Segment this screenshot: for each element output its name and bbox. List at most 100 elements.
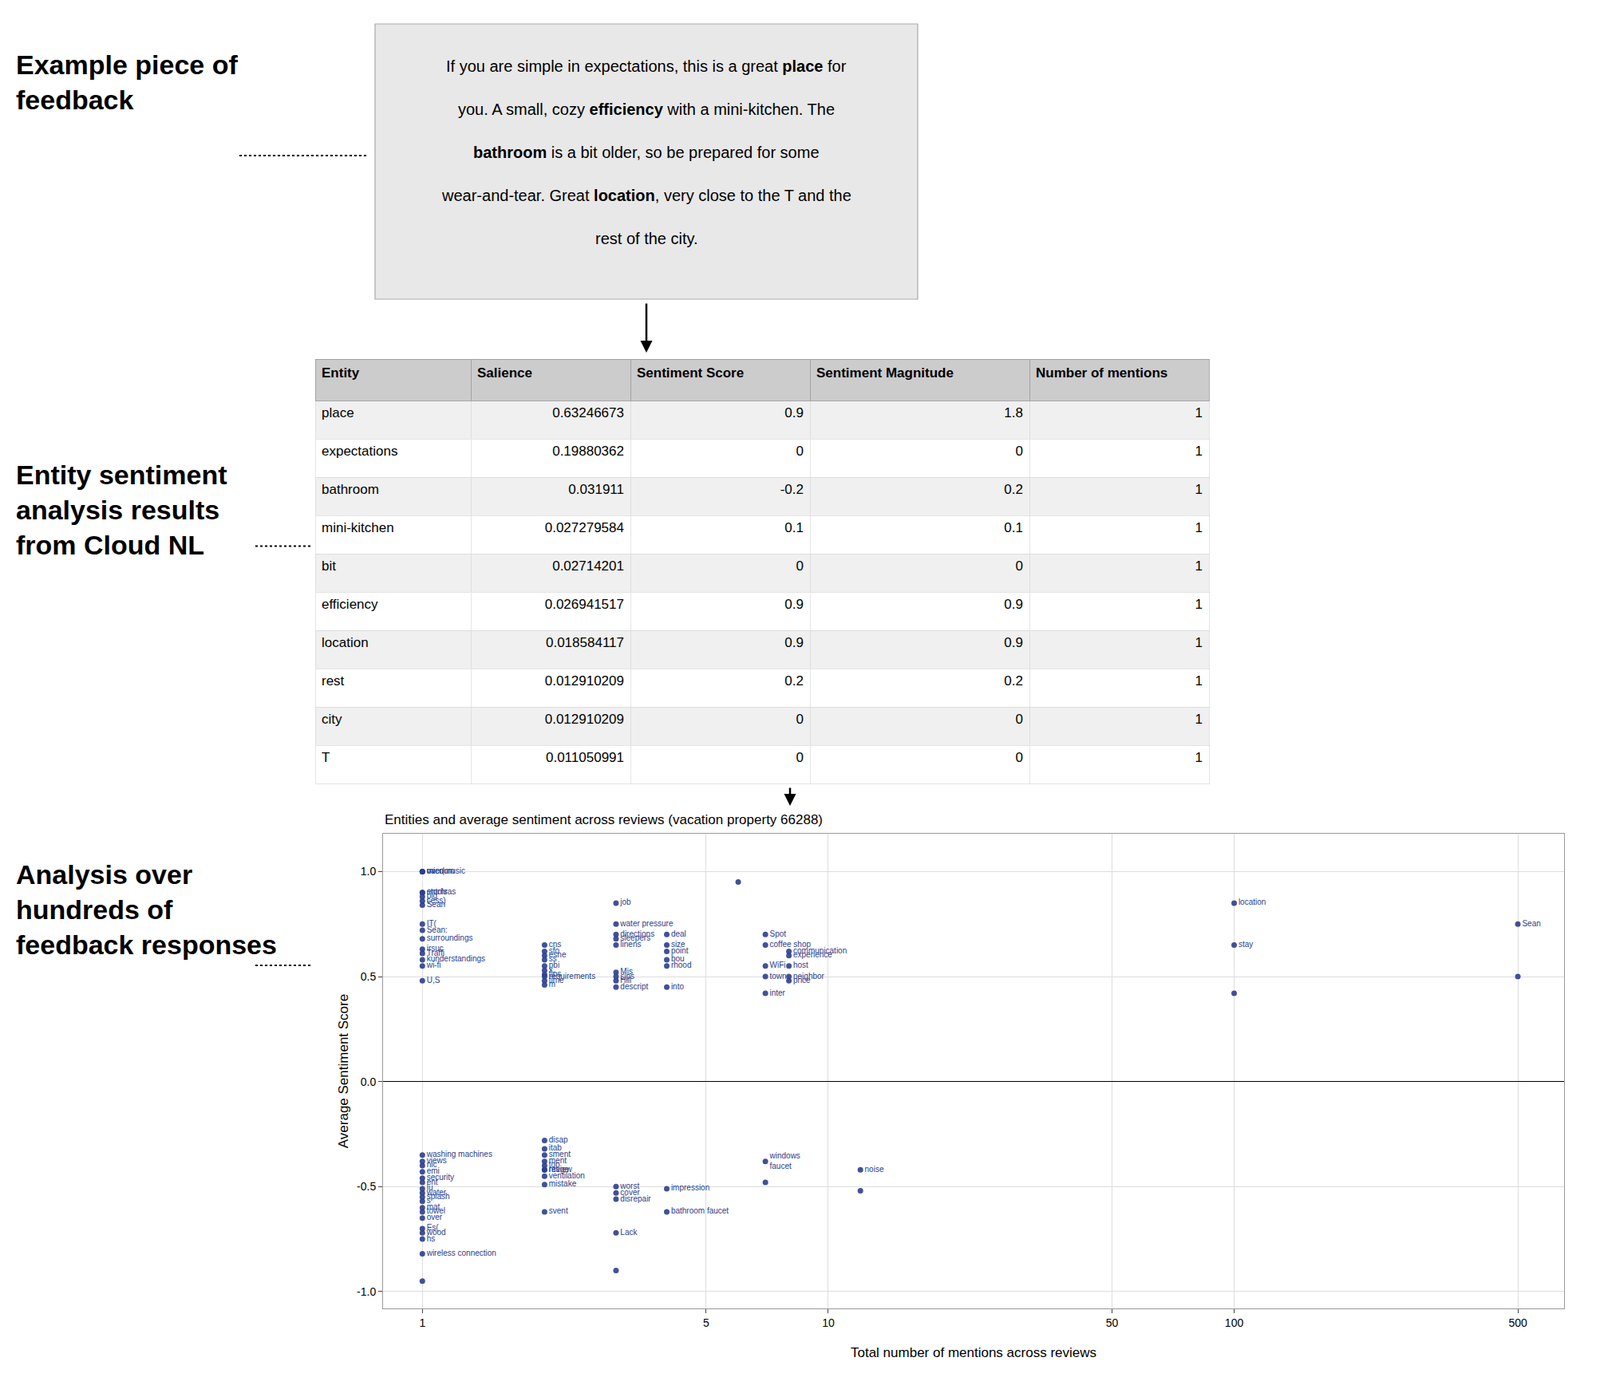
svg-text:U,S: U,S: [426, 975, 441, 985]
svg-text:bathroom faucet: bathroom faucet: [671, 1206, 729, 1216]
svg-text:disap: disap: [549, 1135, 569, 1145]
svg-text:m: m: [549, 979, 556, 989]
svg-text:entrhras: entrhras: [426, 887, 457, 897]
svg-text:0.1: 0.1: [1003, 520, 1024, 536]
svg-text:Entity sentimentanalysis resul: Entity sentimentanalysis resultsfrom Clo…: [15, 459, 227, 561]
svg-text:sment: sment: [549, 1149, 571, 1159]
svg-text:Sean: Sean: [1521, 919, 1541, 929]
svg-text:review: review: [549, 1165, 573, 1174]
svg-text:size: size: [671, 940, 686, 949]
svg-text:0.011050991: 0.011050991: [545, 750, 625, 766]
svg-text:0.9: 0.9: [784, 405, 804, 421]
svg-text:1: 1: [1195, 558, 1203, 574]
svg-text:1: 1: [1195, 481, 1203, 498]
svg-text:stools: stools: [426, 887, 448, 897]
svg-text:location: location: [321, 635, 369, 651]
svg-text:directions: directions: [620, 929, 655, 939]
svg-text:bathroom is a bit older, so be: bathroom is a bit older, so be prepared …: [473, 143, 820, 162]
svg-text:mat: mat: [426, 1202, 441, 1212]
svg-text:Lack: Lack: [620, 1228, 638, 1237]
svg-text:surroundings: surroundings: [426, 933, 474, 943]
svg-text:descript: descript: [620, 982, 648, 992]
svg-text:0.5: 0.5: [360, 970, 377, 984]
svg-text:0: 0: [1015, 750, 1024, 766]
svg-text:sips: sips: [620, 971, 635, 981]
svg-text:ntage: ntage: [549, 1165, 569, 1174]
svg-text:security: security: [426, 1173, 455, 1182]
svg-text:Spot: Spot: [770, 929, 787, 939]
svg-text:5: 5: [703, 1316, 710, 1330]
svg-text:views: views: [426, 1156, 447, 1166]
svg-text:place: place: [321, 405, 355, 421]
svg-text:0.9: 0.9: [784, 635, 804, 651]
svg-text:expectations: expectations: [321, 443, 398, 459]
svg-text:requirements: requirements: [549, 971, 596, 981]
svg-text:cess): cess): [426, 896, 447, 905]
svg-text:esne: esne: [549, 950, 567, 960]
svg-text:wood: wood: [426, 1228, 447, 1237]
svg-text:1: 1: [1195, 750, 1203, 766]
svg-text:0: 0: [1015, 711, 1024, 727]
svg-text:0.012910209: 0.012910209: [545, 711, 625, 727]
svg-text:you. A small, cozy efficiency: you. A small, cozy efficiency with a min…: [458, 100, 835, 119]
svg-text:bathroom: bathroom: [321, 481, 380, 498]
svg-text:Hill: Hill: [620, 975, 632, 985]
svg-text:towel: towel: [426, 1206, 446, 1216]
svg-text:1.8: 1.8: [1003, 405, 1024, 421]
svg-text:Sean: Sean: [426, 900, 446, 909]
svg-text:stay: stay: [1238, 940, 1253, 949]
svg-text:impression: impression: [671, 1183, 710, 1193]
svg-text:-1.0: -1.0: [356, 1285, 376, 1299]
svg-text:Analysis overhundreds offeedba: Analysis overhundreds offeedback respons…: [15, 859, 277, 960]
svg-text:Es(: Es(: [426, 1223, 440, 1233]
svg-text:kunderstandings: kunderstandings: [426, 954, 486, 964]
svg-text:micr(music: micr(music: [426, 866, 466, 876]
svg-text:ventilation: ventilation: [549, 1171, 585, 1181]
svg-text:Mis: Mis: [620, 967, 633, 976]
svg-text:1: 1: [1195, 596, 1203, 613]
svg-text:cover: cover: [620, 1188, 640, 1198]
svg-text:Traffi: Traffi: [426, 948, 445, 958]
svg-text:experience: experience: [793, 950, 833, 960]
svg-text:Sean:: Sean:: [426, 925, 448, 935]
svg-text:0: 0: [796, 443, 804, 459]
svg-text:0.012910209: 0.012910209: [545, 673, 625, 689]
svg-text:10: 10: [821, 1316, 835, 1330]
svg-text:washing machines: washing machines: [426, 1149, 493, 1159]
svg-text:rest of the city.: rest of the city.: [595, 229, 699, 248]
svg-text:Salience: Salience: [477, 365, 533, 381]
svg-text:0.19880362: 0.19880362: [552, 443, 625, 459]
svg-text:lu: lu: [426, 1183, 434, 1193]
svg-text:s: s: [426, 1196, 431, 1205]
svg-text:Average Sentiment Score: Average Sentiment Score: [335, 994, 352, 1149]
svg-text:If you are simple in expectati: If you are simple in expectations, this …: [446, 57, 847, 76]
svg-text:0.031911: 0.031911: [568, 481, 625, 498]
svg-text:0.1: 0.1: [784, 520, 804, 536]
svg-text:ment: ment: [549, 1156, 567, 1166]
svg-text:mistake: mistake: [549, 1179, 577, 1189]
svg-text:worst: worst: [619, 1181, 640, 1191]
svg-text:rhood: rhood: [671, 960, 692, 970]
svg-text:wear-and-tear. Great location,: wear-and-tear. Great location, very clos…: [441, 186, 852, 205]
svg-text:T: T: [321, 750, 330, 766]
svg-text:Sentiment Score: Sentiment Score: [636, 365, 744, 381]
svg-text:coffee shop: coffee shop: [770, 940, 812, 949]
svg-text:1: 1: [1195, 711, 1203, 727]
svg-text:bit: bit: [321, 558, 336, 574]
svg-text:noise: noise: [865, 1165, 885, 1174]
svg-text:irsuc: irsuc: [426, 944, 444, 953]
svg-text:ss: ss: [549, 954, 558, 964]
svg-text:cns: cns: [549, 940, 562, 949]
svg-text:Sentiment Magnitude: Sentiment Magnitude: [816, 365, 954, 381]
svg-text:0.0: 0.0: [360, 1075, 377, 1089]
svg-text:price: price: [793, 975, 811, 985]
svg-text:disrepair: disrepair: [620, 1194, 652, 1204]
svg-text:wi-fi: wi-fi: [426, 960, 442, 970]
svg-text:communication: communication: [793, 946, 847, 956]
svg-text:emi: emi: [426, 1166, 440, 1176]
svg-text:0.2: 0.2: [1003, 673, 1024, 689]
svg-text:nic: nic: [426, 1160, 438, 1170]
svg-text:-0.5: -0.5: [356, 1180, 376, 1194]
svg-text:over: over: [426, 1212, 443, 1222]
svg-text:50: 50: [1106, 1316, 1119, 1330]
